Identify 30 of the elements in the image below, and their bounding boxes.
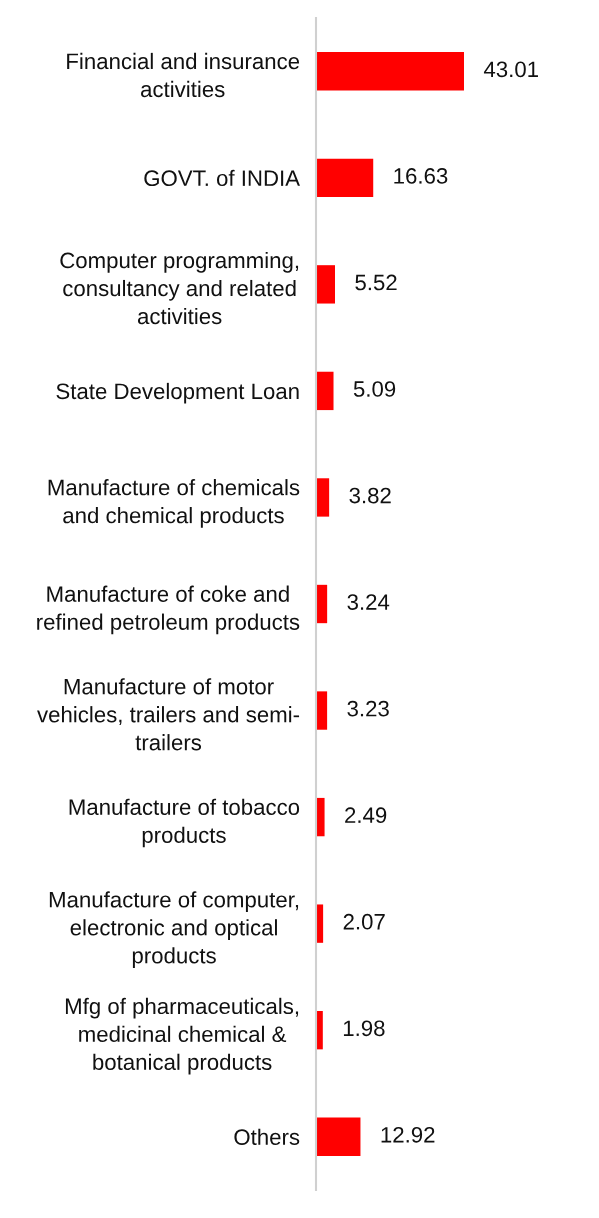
bar [316, 52, 464, 91]
data-label: 5.09 [353, 381, 396, 397]
y-tick-label: Manufacture of coke and refined petroleum products [37, 585, 300, 635]
y-tick-label: Computer programming, consultancy and related activities [60, 251, 299, 325]
data-label: 1.98 [343, 1020, 385, 1037]
y-tick-label: Others [234, 1128, 300, 1145]
y-tick-label: Manufacture of tobacco products [69, 798, 300, 848]
data-label: 2.07 [343, 913, 385, 930]
bar [316, 158, 374, 197]
y-tick-label: Manufacture of chemicals and chemical products [48, 479, 300, 528]
bar [316, 371, 334, 411]
data-label: 2.49 [345, 807, 387, 824]
data-label: 43.01 [483, 61, 538, 78]
y-tick-label: Financial and insurance activities [67, 52, 300, 98]
bar [316, 797, 325, 837]
y-tick-label: GOVT. of INDIA [144, 169, 300, 187]
bar [316, 265, 335, 304]
data-label: 12.92 [381, 1126, 435, 1143]
data-label: 3.23 [347, 700, 389, 717]
data-label: 3.24 [347, 594, 390, 610]
bar [316, 1117, 361, 1156]
data-label: 3.82 [349, 487, 391, 504]
y-tick-label: Manufacture of motor vehicles, trailers and semi- trailers [37, 678, 300, 751]
y-tick-label: Mfg of pharmaceuticals, medicinal chemical & botanical products [65, 997, 299, 1075]
data-label: 5.52 [355, 274, 397, 291]
data-label: 16.63 [394, 168, 448, 184]
y-tick-label: Manufacture of computer, electronic and optical products [49, 891, 299, 968]
bar [316, 478, 330, 517]
bar [316, 691, 328, 730]
y-tick-label: State Development Loan [56, 382, 299, 404]
